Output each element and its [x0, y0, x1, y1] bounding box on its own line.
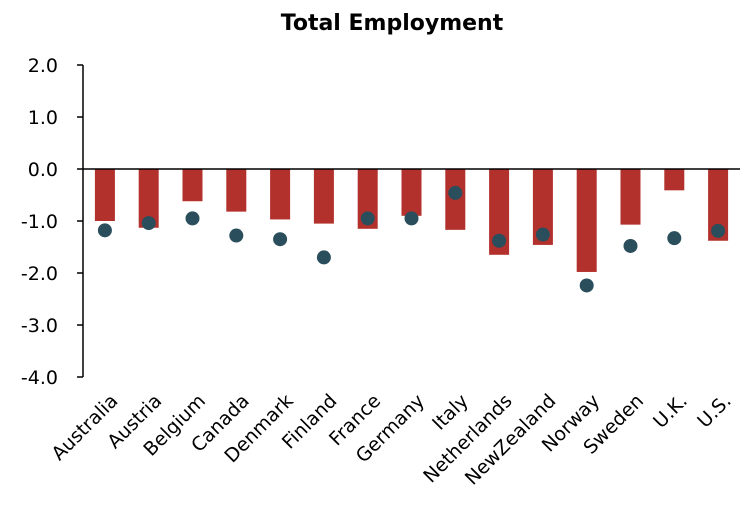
x-tick-label: Australia — [47, 390, 122, 465]
bar — [270, 169, 291, 220]
bar — [94, 169, 115, 221]
y-tick-label: -4.0 — [21, 367, 58, 389]
bar — [708, 169, 729, 241]
dot-point — [229, 228, 244, 243]
y-tick-label: 2.0 — [28, 55, 58, 77]
bar — [620, 169, 641, 225]
y-axis: 2.0 1.0 0.0 -1.0 -2.0 -3.0 -4.0 — [21, 55, 84, 389]
bar — [576, 169, 597, 272]
dot-series — [97, 185, 726, 293]
dot-point — [360, 211, 375, 226]
dot-point — [623, 238, 638, 253]
y-tick-label: 1.0 — [28, 107, 58, 129]
dot-point — [711, 223, 726, 238]
dot-point — [141, 216, 156, 231]
dot-point — [404, 211, 419, 226]
y-tick-label: -2.0 — [21, 263, 58, 285]
dot-point — [273, 232, 288, 247]
dot-point — [448, 185, 463, 200]
dot-point — [667, 231, 682, 246]
dot-point — [185, 211, 200, 226]
dot-point — [316, 250, 331, 265]
bar — [313, 169, 334, 224]
y-tick-label: 0.0 — [28, 159, 58, 181]
bar — [226, 169, 247, 212]
bar — [401, 169, 422, 216]
bar-series — [94, 169, 729, 272]
bar — [138, 169, 159, 228]
bar — [532, 169, 553, 245]
y-tick-label: -3.0 — [21, 315, 58, 337]
bar — [489, 169, 510, 255]
dot-point — [97, 223, 112, 238]
dot-point — [492, 233, 507, 248]
bar — [182, 169, 203, 202]
chart-title: Total Employment — [281, 11, 504, 36]
x-tick-label: U.S. — [693, 390, 735, 432]
dot-point — [579, 278, 594, 293]
x-tick-label: U.K. — [649, 390, 692, 433]
bar — [664, 169, 685, 191]
y-tick-label: -1.0 — [21, 211, 58, 233]
x-axis-labels: AustraliaAustriaBelgiumCanadaDenmarkFinl… — [47, 390, 735, 490]
dot-point — [535, 227, 550, 242]
